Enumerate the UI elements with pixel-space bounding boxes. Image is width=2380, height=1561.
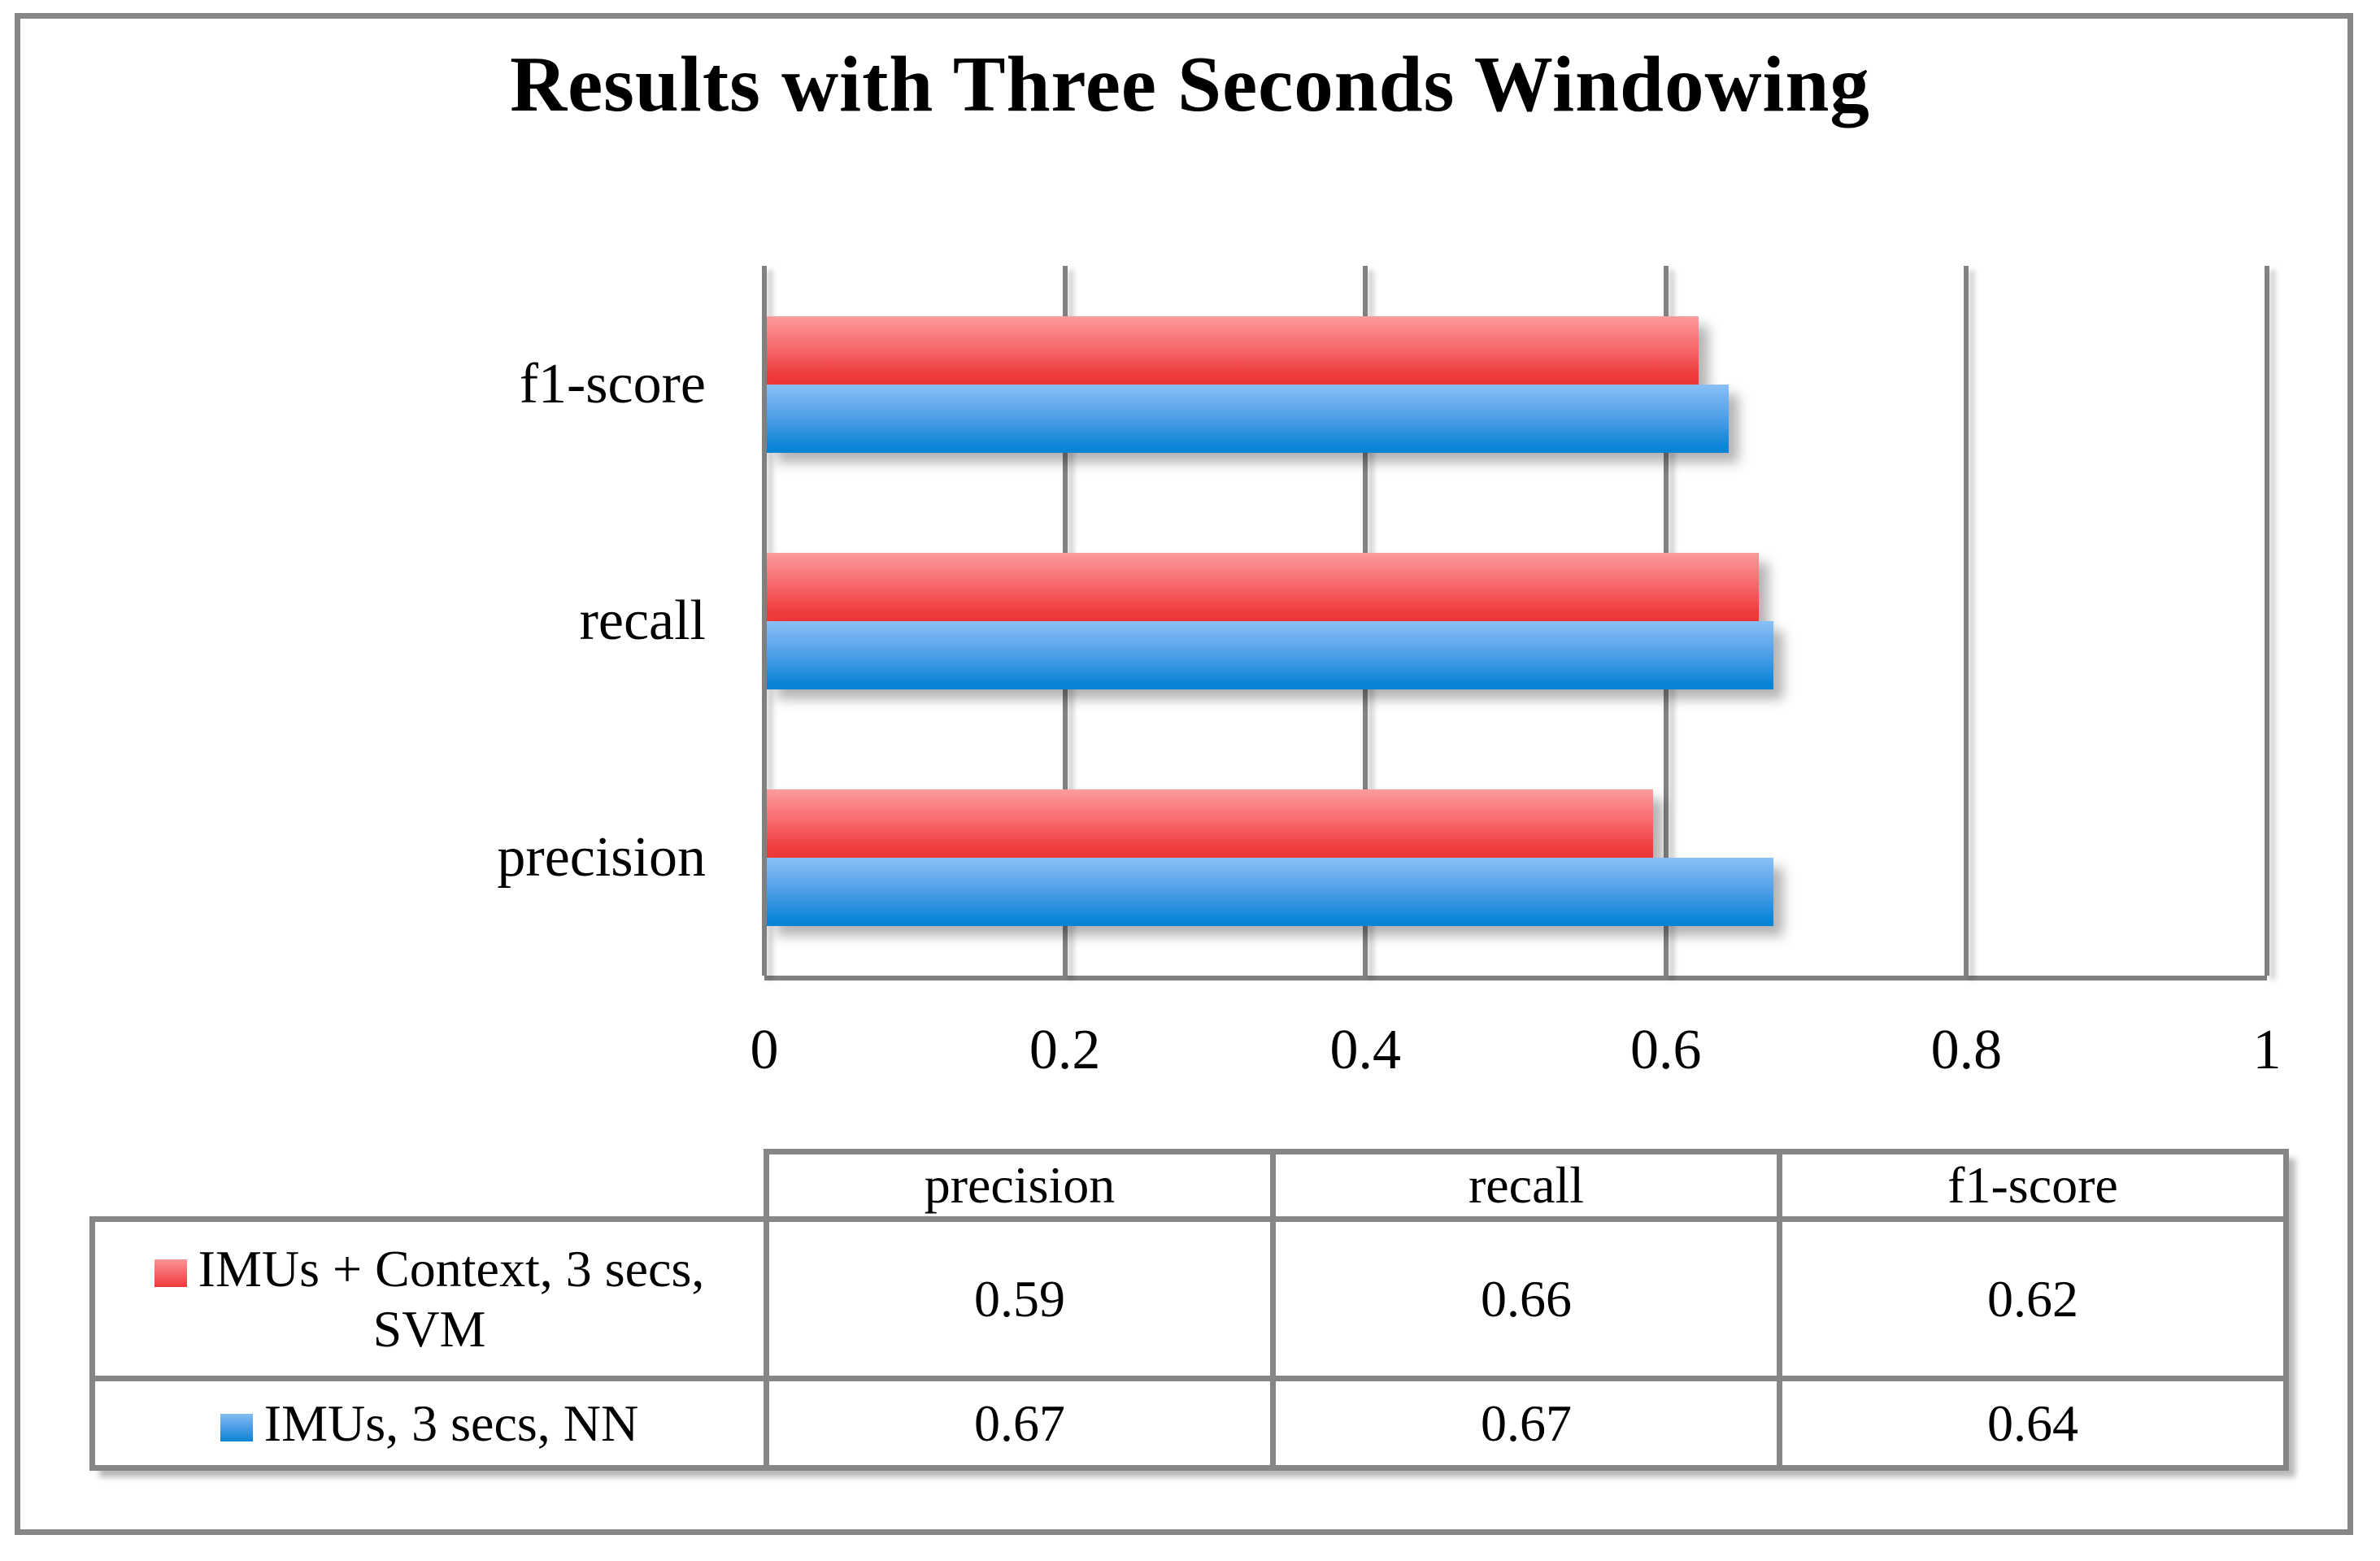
series-label: IMUs, 3 secs, NN xyxy=(263,1394,639,1452)
x-tick-label-1: 1 xyxy=(2252,1019,2282,1081)
table-value-cell: 0.59 xyxy=(764,1216,1276,1381)
table-value-cell: 0.66 xyxy=(1270,1216,1782,1381)
table-header-recall: recall xyxy=(1270,1149,1782,1222)
table-header-f1-score: f1-score xyxy=(1777,1149,2289,1222)
table-value-cell: 0.67 xyxy=(764,1376,1276,1471)
gridline-x-0 xyxy=(762,266,767,976)
bar-recall-red xyxy=(767,552,1759,621)
bar-recall-blue xyxy=(767,620,1774,689)
legend-blue-marker-icon xyxy=(220,1413,253,1441)
chart-title: Results with Three Seconds Windowing xyxy=(510,41,1870,128)
gridline-x-0.8 xyxy=(1964,266,1969,976)
bar-f1-score-blue xyxy=(767,384,1729,453)
x-tick-label-0.8: 0.8 xyxy=(1930,1019,2003,1081)
legend-red-marker-icon xyxy=(154,1259,187,1287)
table-corner-cell xyxy=(93,1152,767,1220)
table-header-row: precision recall f1-score xyxy=(93,1149,2289,1222)
bar-precision-red xyxy=(767,789,1654,858)
gridline-x-1 xyxy=(2265,266,2269,976)
legend-label-cell: IMUs, 3 secs, NN xyxy=(89,1376,769,1471)
table-row-svm: IMUs + Context, 3 secs, SVM 0.59 0.66 0.62 xyxy=(89,1216,2289,1381)
table-row-nn: IMUs, 3 secs, NN 0.67 0.67 0.64 xyxy=(89,1376,2289,1471)
category-label-f1-score: f1-score xyxy=(519,352,706,415)
x-tick-label-0: 0 xyxy=(750,1019,779,1081)
table-header-precision: precision xyxy=(764,1149,1276,1222)
bar-precision-blue xyxy=(767,857,1774,926)
table-value-cell: 0.64 xyxy=(1777,1376,2289,1471)
category-label-precision: precision xyxy=(497,825,706,889)
table-value-cell: 0.62 xyxy=(1777,1216,2289,1381)
legend-label-cell: IMUs + Context, 3 secs, SVM xyxy=(89,1216,769,1381)
series-label: IMUs + Context, 3 secs, SVM xyxy=(198,1239,705,1358)
plot-area xyxy=(762,266,2269,981)
data-table: precision recall f1-score IMUs + Context, 3… xyxy=(89,1149,2289,1471)
category-label-recall: recall xyxy=(579,589,706,652)
x-tick-label-0.4: 0.4 xyxy=(1329,1019,1401,1081)
table-value-cell: 0.67 xyxy=(1270,1376,1782,1471)
x-tick-label-0.2: 0.2 xyxy=(1029,1019,1101,1081)
x-tick-label-0.6: 0.6 xyxy=(1630,1019,1702,1081)
bar-f1-score-red xyxy=(767,315,1699,385)
